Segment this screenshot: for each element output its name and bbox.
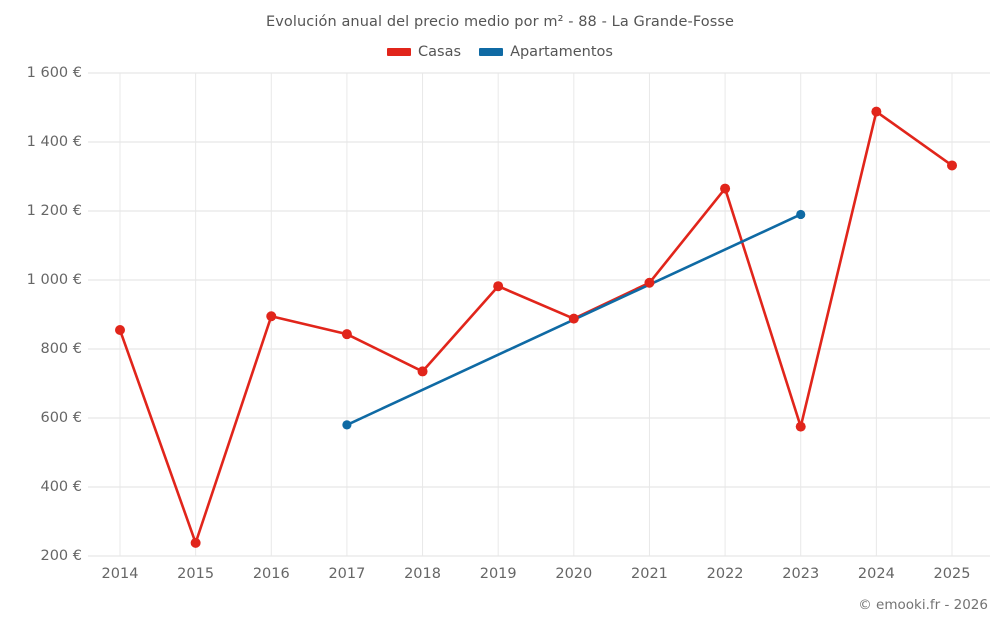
legend-label-apartamentos: Apartamentos <box>510 44 613 60</box>
y-axis-tick-label: 1 400 € <box>26 134 82 150</box>
y-axis-tick-label: 400 € <box>40 479 82 495</box>
data-point-marker[interactable] <box>341 329 352 340</box>
legend-swatch-casas <box>387 48 412 56</box>
legend-swatch-apartamentos <box>479 48 504 56</box>
chart-legend: Casas Apartamentos <box>0 44 1000 60</box>
x-axis-tick-label: 2020 <box>555 566 593 582</box>
series-lines <box>118 110 954 545</box>
x-axis-tick-label: 2019 <box>479 566 517 582</box>
legend-entry-apartamentos[interactable]: Apartamentos <box>479 44 613 60</box>
y-axis-tick-labels: 200 € 400 € 600 € 800 € 1 000 € 1 200 € 1 400 … <box>0 0 82 625</box>
data-point-marker[interactable] <box>417 366 428 377</box>
y-axis-tick-label: 800 € <box>40 341 82 357</box>
y-axis-tick-label: 1 200 € <box>26 203 82 219</box>
x-axis-tick-label: 2016 <box>252 566 290 582</box>
data-point-marker[interactable] <box>266 311 277 322</box>
x-axis-tick-label: 2014 <box>101 566 139 582</box>
y-axis-tick-label: 200 € <box>40 548 82 564</box>
y-axis-tick-label: 600 € <box>40 410 82 426</box>
plot-canvas <box>88 72 990 557</box>
series-markers <box>115 106 957 548</box>
x-axis-tick-label: 2024 <box>857 566 895 582</box>
plot-area <box>88 72 990 557</box>
data-point-marker[interactable] <box>342 420 352 430</box>
data-point-marker[interactable] <box>796 209 806 220</box>
data-point-marker[interactable] <box>720 183 731 194</box>
data-point-marker[interactable] <box>115 325 125 336</box>
chart-title: Evolución anual del precio medio por m² … <box>265 14 735 30</box>
y-axis-tick-label: 1 000 € <box>26 272 82 288</box>
legend-label-casas: Casas <box>418 44 462 60</box>
x-axis-tick-label: 2022 <box>706 566 744 582</box>
x-axis-tick-label: 2025 <box>933 566 971 582</box>
grid-lines <box>88 72 990 557</box>
x-axis-tick-label: 2018 <box>404 566 441 582</box>
x-axis-tick-label: 2015 <box>177 566 215 582</box>
data-point-marker[interactable] <box>644 277 655 288</box>
data-point-marker[interactable] <box>568 313 579 324</box>
footer-credit: © emooki.fr - 2026 <box>858 597 988 613</box>
y-axis-tick-label: 1 600 € <box>26 65 82 81</box>
x-axis-tick-label: 2023 <box>782 566 820 582</box>
data-point-marker[interactable] <box>795 421 806 432</box>
data-point-marker[interactable] <box>190 537 201 548</box>
x-axis-tick-label: 2017 <box>328 566 366 582</box>
data-point-marker[interactable] <box>871 106 882 117</box>
x-axis-tick-label: 2021 <box>631 566 668 582</box>
legend-entry-casas[interactable]: Casas <box>387 44 461 60</box>
series-line-casas <box>118 110 954 545</box>
data-point-marker[interactable] <box>493 281 504 292</box>
data-point-marker[interactable] <box>947 160 957 171</box>
